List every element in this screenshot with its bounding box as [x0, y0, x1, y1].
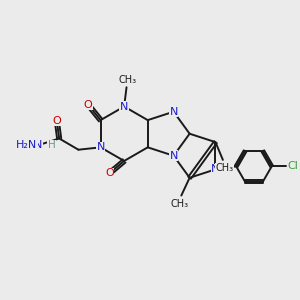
Text: N: N: [96, 142, 105, 152]
Text: N: N: [211, 164, 220, 174]
Text: O: O: [52, 116, 61, 126]
Text: CH₃: CH₃: [118, 75, 136, 85]
Text: CH₃: CH₃: [171, 199, 189, 209]
Text: O: O: [84, 100, 92, 110]
Text: N: N: [34, 140, 42, 150]
Text: O: O: [105, 168, 114, 178]
Text: H: H: [48, 140, 56, 150]
Text: H: H: [22, 140, 30, 150]
Text: N: N: [120, 101, 128, 112]
Text: N: N: [169, 151, 178, 161]
Text: CH₃: CH₃: [215, 163, 233, 173]
Text: N: N: [169, 107, 178, 117]
Text: H₂N: H₂N: [16, 140, 38, 150]
Text: Cl: Cl: [288, 161, 298, 171]
